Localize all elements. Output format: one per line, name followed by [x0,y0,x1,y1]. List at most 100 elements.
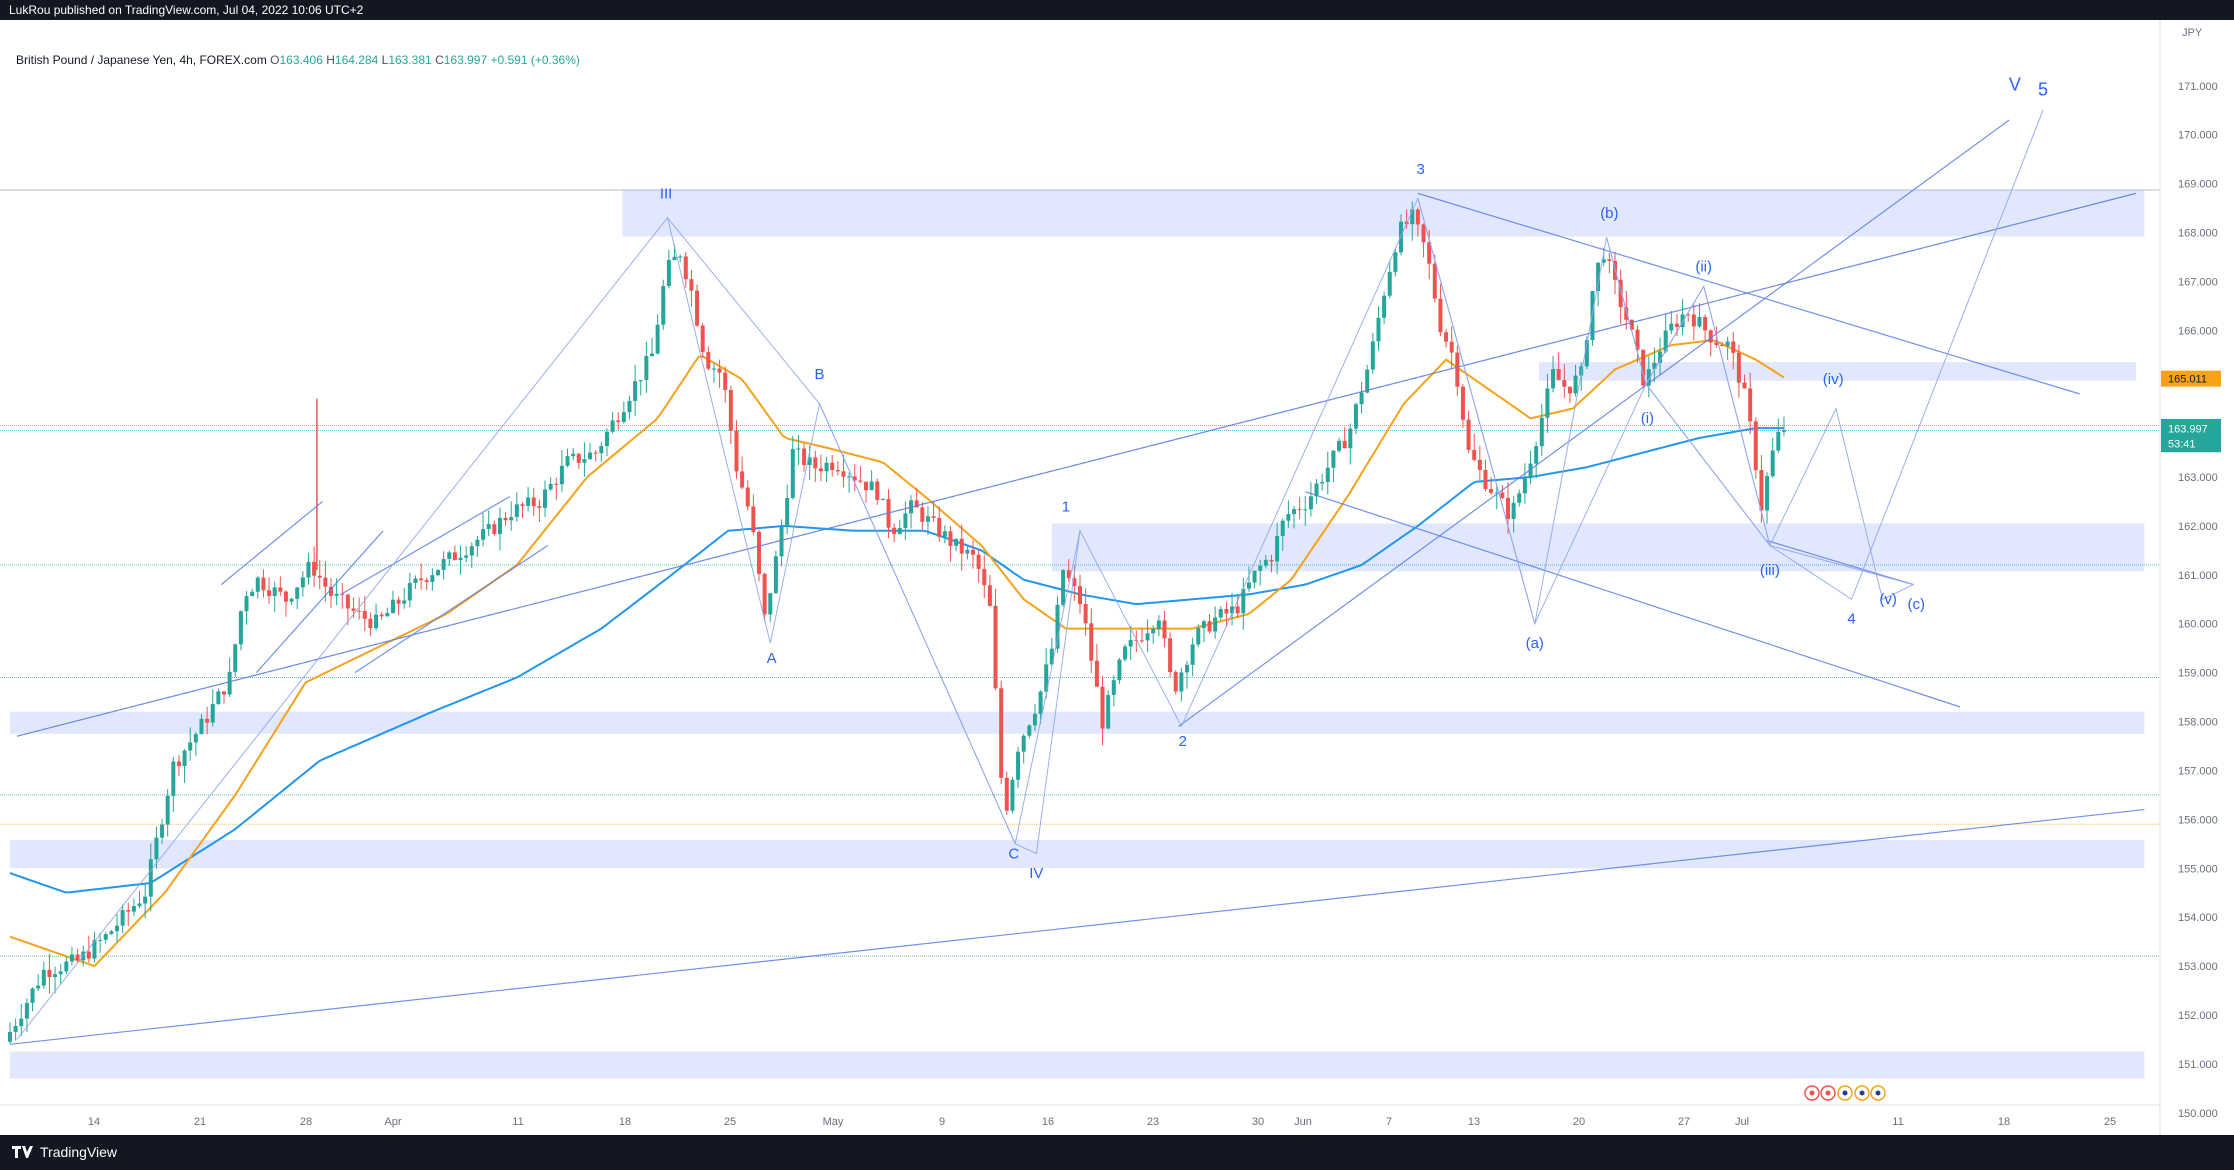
high-label: H [326,53,335,67]
candle-body [1038,691,1043,714]
candle-body [971,549,975,555]
candle-body [1128,639,1133,647]
ma-short-line [9,339,1785,968]
candle-body [616,420,621,423]
candle-body [1387,271,1392,296]
candle-body [120,910,125,926]
candle-body [1106,695,1111,729]
candle-body [1410,209,1415,225]
candle-body [53,974,58,978]
wave-label: (iii) [1760,562,1780,579]
candle-body [1049,648,1054,665]
candle-body [509,517,514,521]
price-tick-label: 159.000 [2178,668,2218,680]
candle-body [469,546,474,556]
candle-body [666,260,671,287]
candle-body [390,599,395,613]
trend-line [354,544,549,674]
candle-body [492,524,497,534]
candle-body [1691,314,1696,327]
candle-body [1297,509,1302,511]
candle-body [1004,777,1009,811]
candle-body [1342,440,1347,449]
candle-body [458,557,463,561]
candle-body [610,420,615,432]
candle-body [1123,646,1128,660]
candle-body [238,611,243,645]
candle-body [1759,470,1764,511]
candle-body [1438,298,1443,333]
candle-body [773,556,778,594]
candle-body [1652,362,1657,370]
candle-body [1213,617,1218,632]
candle-body [160,824,165,838]
countdown-label: 53:41 [2168,438,2196,450]
candle-body [1432,263,1437,299]
candle-body [802,448,807,466]
candle-body [751,506,756,532]
candle-body [210,704,215,723]
candle-body [807,457,812,466]
candle-body [633,381,638,401]
candle-body [503,517,508,521]
price-label-box [2161,420,2221,453]
candle-body [880,498,885,500]
tradingview-logo[interactable]: TradingView [12,1144,117,1160]
candle-body [1601,259,1606,263]
candle-body [1720,344,1724,347]
candle-body [1444,332,1449,342]
price-tick-label: 162.000 [2178,521,2218,533]
candle-body [289,598,294,602]
candle-body [1382,295,1387,318]
candle-body [959,538,964,554]
candle-body [1320,481,1325,484]
price-zone [10,711,2145,734]
candle-body [1483,469,1488,490]
candle-body [1241,588,1246,614]
candle-body [1331,450,1336,468]
candle-body [593,452,598,454]
candle-body [317,575,322,578]
candle-body [244,596,249,612]
price-axis: 171.000 170.000 169.000 168.000 167.000 166.0… [0,20,2218,1135]
footer-bar: TradingView [0,1135,2234,1170]
candle-body [520,504,525,506]
candle-body [464,555,469,558]
open-value: 163.406 [279,53,323,67]
candle-body [571,453,576,457]
candle-body [357,610,362,612]
published-by-text: LukRou published on TradingView.com, Jul… [9,3,364,17]
candle-body [1089,623,1094,661]
candle-body [430,575,435,582]
candle-body [1010,779,1015,811]
candle-body [1742,382,1747,389]
candle-body [75,954,80,961]
candle-body [757,531,761,574]
candle-body [1567,386,1572,394]
candle-body [1359,392,1364,405]
price-tick-label: 163.000 [2178,472,2218,484]
candle-body [875,481,880,500]
candle-body [1190,644,1195,665]
candle-body [531,497,536,507]
candle-body [1641,349,1646,386]
wave-label: IV [1029,865,1043,882]
candle-body [137,903,142,907]
trend-line [220,501,323,586]
candle-body [1314,483,1319,497]
candle-body [278,587,283,592]
candle-body [69,954,74,962]
candle-body [1168,638,1173,673]
candle-body [368,618,373,629]
wave-label: 5 [2038,80,2048,100]
candle-body [306,561,311,578]
candle-body [300,577,305,588]
candle-body [171,761,176,796]
candle-body [650,353,654,357]
chart-area[interactable]: III A B C IV 1 2 3 (b) (ii) (i) (iv) (iii) (a) 4 (v) (c)… [0,20,2234,1135]
wave-label: A [767,650,777,667]
time-tick-label: Jul [1735,1116,1749,1128]
price-tick-label: 151.000 [2178,1059,2218,1071]
candle-body [103,934,108,940]
